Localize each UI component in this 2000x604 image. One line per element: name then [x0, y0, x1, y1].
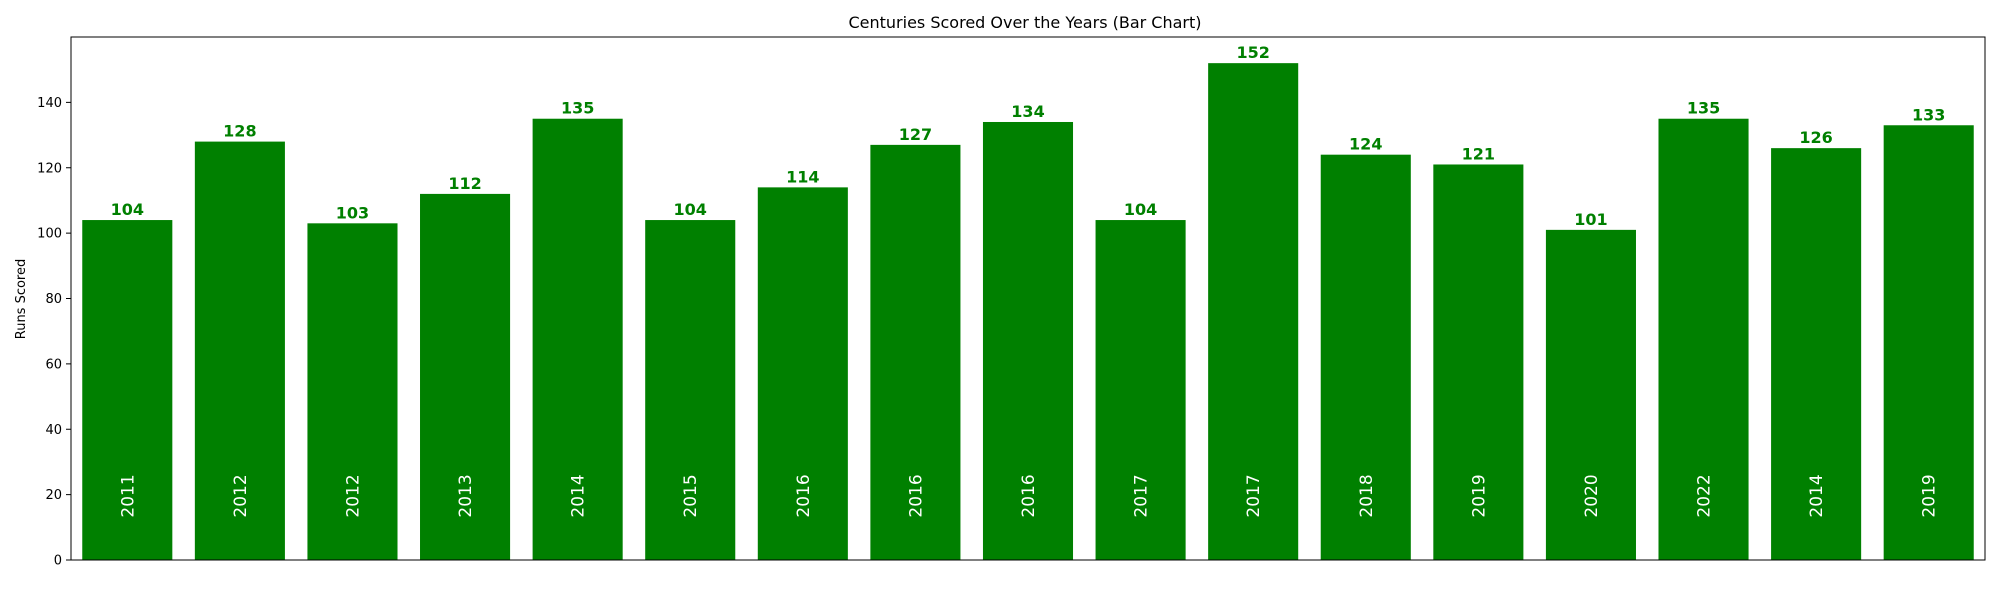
bar-5: [645, 220, 736, 561]
bar-value-label-16: 133: [1912, 105, 1945, 124]
bar-value-label-2: 103: [336, 203, 369, 222]
bar-10: [1208, 63, 1299, 561]
bar-2: [307, 223, 398, 560]
bar-category-label-1: 2012: [231, 474, 251, 517]
bar-value-label-0: 104: [111, 200, 144, 219]
bar-4: [532, 118, 623, 560]
bar-value-label-10: 152: [1236, 43, 1269, 62]
bar-value-label-1: 128: [223, 122, 256, 141]
bar-category-label-13: 2020: [1582, 474, 1602, 517]
bar-category-label-12: 2019: [1469, 474, 1489, 517]
bar-8: [982, 121, 1074, 561]
chart-title: Centuries Scored Over the Years (Bar Cha…: [848, 13, 1201, 32]
bar-category-label-15: 2014: [1807, 474, 1827, 517]
bar-category-label-9: 2017: [1132, 474, 1152, 517]
bar-7: [870, 144, 961, 560]
y-tick-label-2: 40: [45, 423, 62, 438]
bar-11: [1320, 154, 1411, 560]
bar-6: [757, 187, 848, 561]
bar-value-label-14: 135: [1687, 99, 1720, 118]
bar-category-label-3: 2013: [456, 474, 476, 517]
bar-1: [194, 141, 285, 560]
bar-12: [1433, 164, 1524, 561]
y-tick-label-6: 120: [37, 161, 62, 176]
bar-value-label-6: 114: [786, 167, 819, 186]
bar-value-label-11: 124: [1349, 135, 1382, 154]
plot-frame: [70, 36, 1986, 561]
bar-value-label-7: 127: [899, 125, 932, 144]
bar-value-label-8: 134: [1011, 102, 1044, 121]
bar-14: [1658, 118, 1749, 560]
y-axis-label: Runs Scored: [14, 259, 29, 340]
bar-category-label-7: 2016: [906, 474, 926, 517]
bar-0: [82, 220, 173, 561]
bar-13: [1545, 229, 1636, 561]
bar-value-label-3: 112: [448, 174, 481, 193]
y-axis-ticks: 0 20 40 60 80 100 120 140: [37, 96, 71, 569]
bar-category-label-10: 2017: [1244, 474, 1264, 517]
bar-value-label-4: 135: [561, 99, 594, 118]
bar-16: [1883, 125, 1974, 560]
bar-category-label-11: 2018: [1357, 474, 1377, 517]
bar-value-label-5: 104: [674, 200, 707, 219]
y-tick-label-5: 100: [37, 227, 62, 242]
bar-3: [420, 193, 511, 560]
bar-category-label-8: 2016: [1019, 474, 1039, 517]
bar-value-label-15: 126: [1799, 128, 1832, 147]
bar-category-label-5: 2015: [681, 474, 701, 517]
bar-category-label-4: 2014: [569, 474, 589, 517]
bar-9: [1095, 220, 1186, 561]
bar-value-label-12: 121: [1462, 144, 1495, 163]
bar-value-label-13: 101: [1574, 210, 1607, 229]
y-tick-label-7: 140: [37, 96, 62, 111]
y-tick-label-4: 80: [45, 292, 62, 307]
bar-category-label-14: 2022: [1695, 474, 1715, 517]
y-tick-label-3: 60: [45, 357, 62, 372]
bar-category-label-6: 2016: [794, 474, 814, 517]
bar-category-label-0: 2011: [118, 474, 138, 517]
bar-value-label-9: 104: [1124, 200, 1157, 219]
bar-15: [1771, 148, 1862, 560]
bar-category-label-16: 2019: [1920, 474, 1940, 517]
bars-layer: 104 2011 128 2012 103 2012 112 2013 135 2014 104 20…: [82, 43, 1974, 561]
y-tick-label-0: 0: [54, 554, 62, 569]
y-tick-label-1: 20: [45, 488, 62, 503]
bar-category-label-2: 2012: [343, 474, 363, 517]
